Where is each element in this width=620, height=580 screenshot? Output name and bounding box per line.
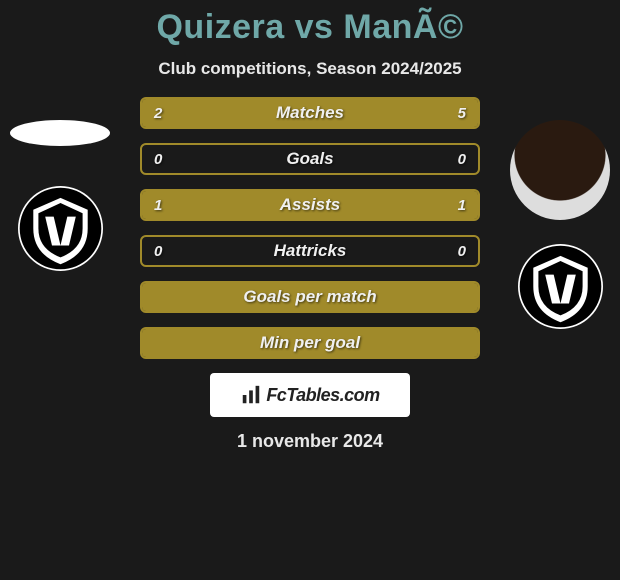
player-right-column bbox=[510, 120, 610, 329]
stat-label: Assists bbox=[142, 191, 478, 219]
player-left-club-badge bbox=[18, 186, 103, 271]
date-label: 1 november 2024 bbox=[0, 431, 620, 452]
page-title: Quizera vs ManÃ© bbox=[0, 0, 620, 47]
shield-icon bbox=[518, 244, 603, 329]
stat-row: Min per goal bbox=[140, 327, 480, 359]
watermark-text: FcTables.com bbox=[266, 385, 379, 406]
subtitle: Club competitions, Season 2024/2025 bbox=[0, 59, 620, 79]
stat-row: 00Hattricks bbox=[140, 235, 480, 267]
stat-row: 11Assists bbox=[140, 189, 480, 221]
chart-icon bbox=[240, 384, 262, 406]
stats-table: 25Matches 00Goals 11Assists 00Hattricks Goal… bbox=[140, 97, 480, 359]
player-left-column bbox=[10, 120, 110, 271]
shield-icon bbox=[18, 186, 103, 271]
stat-label: Goals per match bbox=[142, 283, 478, 311]
player-left-avatar bbox=[10, 120, 110, 146]
watermark: FcTables.com bbox=[210, 373, 410, 417]
stat-row: 00Goals bbox=[140, 143, 480, 175]
player-right-club-badge bbox=[518, 244, 603, 329]
player-right-avatar bbox=[510, 120, 610, 220]
stat-label: Min per goal bbox=[142, 329, 478, 357]
stat-row: 25Matches bbox=[140, 97, 480, 129]
stat-label: Goals bbox=[142, 145, 478, 173]
stat-label: Matches bbox=[142, 99, 478, 127]
stat-row: Goals per match bbox=[140, 281, 480, 313]
stat-label: Hattricks bbox=[142, 237, 478, 265]
